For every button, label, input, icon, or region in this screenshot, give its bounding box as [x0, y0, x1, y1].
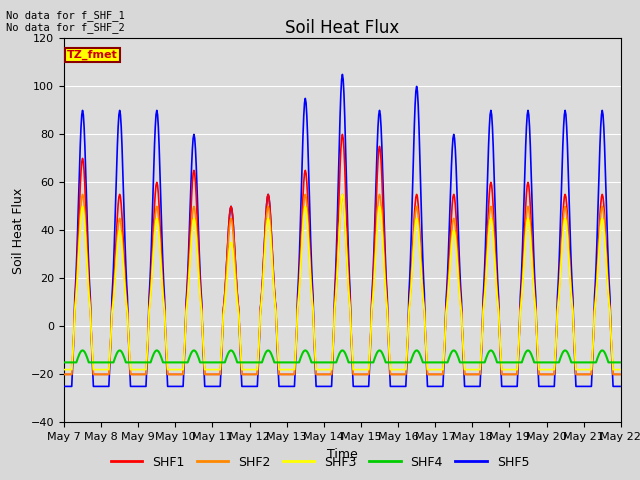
- X-axis label: Time: Time: [327, 448, 358, 461]
- Legend: SHF1, SHF2, SHF3, SHF4, SHF5: SHF1, SHF2, SHF3, SHF4, SHF5: [106, 451, 534, 474]
- Y-axis label: Soil Heat Flux: Soil Heat Flux: [12, 187, 25, 274]
- Text: No data for f_SHF_1
No data for f_SHF_2: No data for f_SHF_1 No data for f_SHF_2: [6, 10, 125, 33]
- Text: TZ_fmet: TZ_fmet: [67, 50, 118, 60]
- Title: Soil Heat Flux: Soil Heat Flux: [285, 19, 399, 37]
